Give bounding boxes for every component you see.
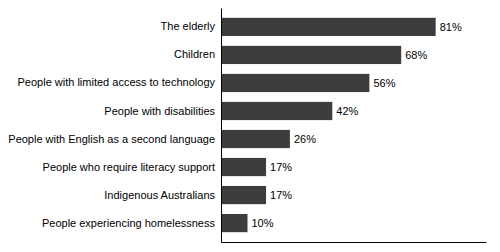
y-tick: People experiencing homelessness bbox=[42, 217, 221, 229]
value-label: 56% bbox=[373, 77, 395, 89]
value-label: 68% bbox=[405, 49, 427, 61]
value-label: 42% bbox=[336, 105, 358, 117]
bar bbox=[221, 186, 266, 204]
value-labels: 10% 17% 17% 26% 42% 56% 68% 81% bbox=[252, 21, 462, 229]
y-tick-label: People with limited access to technology bbox=[18, 76, 216, 88]
bar bbox=[221, 130, 290, 148]
bar bbox=[221, 158, 266, 176]
bar bbox=[221, 18, 436, 36]
y-tick: Children bbox=[174, 48, 221, 60]
chart-container: People experiencing homelessness Indigeno… bbox=[0, 0, 500, 252]
y-tick-label: Children bbox=[174, 48, 215, 60]
value-label: 17% bbox=[270, 161, 292, 173]
x-axis-line bbox=[222, 242, 487, 243]
y-tick: People who require literacy support bbox=[43, 161, 221, 173]
value-label: 17% bbox=[270, 189, 292, 201]
y-tick-label: Indigenous Australians bbox=[104, 189, 215, 201]
y-axis-line bbox=[221, 9, 222, 243]
y-tick-label: The elderly bbox=[161, 20, 216, 32]
bar bbox=[221, 46, 401, 64]
y-tick-label: People with English as a second language bbox=[8, 133, 215, 145]
value-label: 81% bbox=[440, 21, 462, 33]
y-tick-label: People experiencing homelessness bbox=[42, 217, 216, 229]
y-tick-label: People who require literacy support bbox=[43, 161, 215, 173]
bar bbox=[221, 214, 248, 232]
value-label: 10% bbox=[252, 217, 274, 229]
bar bbox=[221, 102, 332, 120]
bars bbox=[221, 18, 436, 232]
y-axis: People experiencing homelessness Indigeno… bbox=[8, 9, 221, 243]
y-tick: The elderly bbox=[161, 20, 221, 32]
chart-svg: People experiencing homelessness Indigeno… bbox=[0, 0, 500, 252]
plot: People experiencing homelessness Indigeno… bbox=[8, 9, 486, 243]
bar bbox=[221, 74, 369, 92]
y-tick-label: People with disabilities bbox=[104, 105, 215, 117]
x-axis bbox=[222, 242, 487, 243]
y-tick: Indigenous Australians bbox=[104, 189, 221, 201]
y-tick: People with disabilities bbox=[104, 105, 221, 117]
value-label: 26% bbox=[294, 133, 316, 145]
y-tick: People with English as a second language bbox=[8, 133, 221, 145]
y-tick: People with limited access to technology bbox=[18, 76, 222, 88]
